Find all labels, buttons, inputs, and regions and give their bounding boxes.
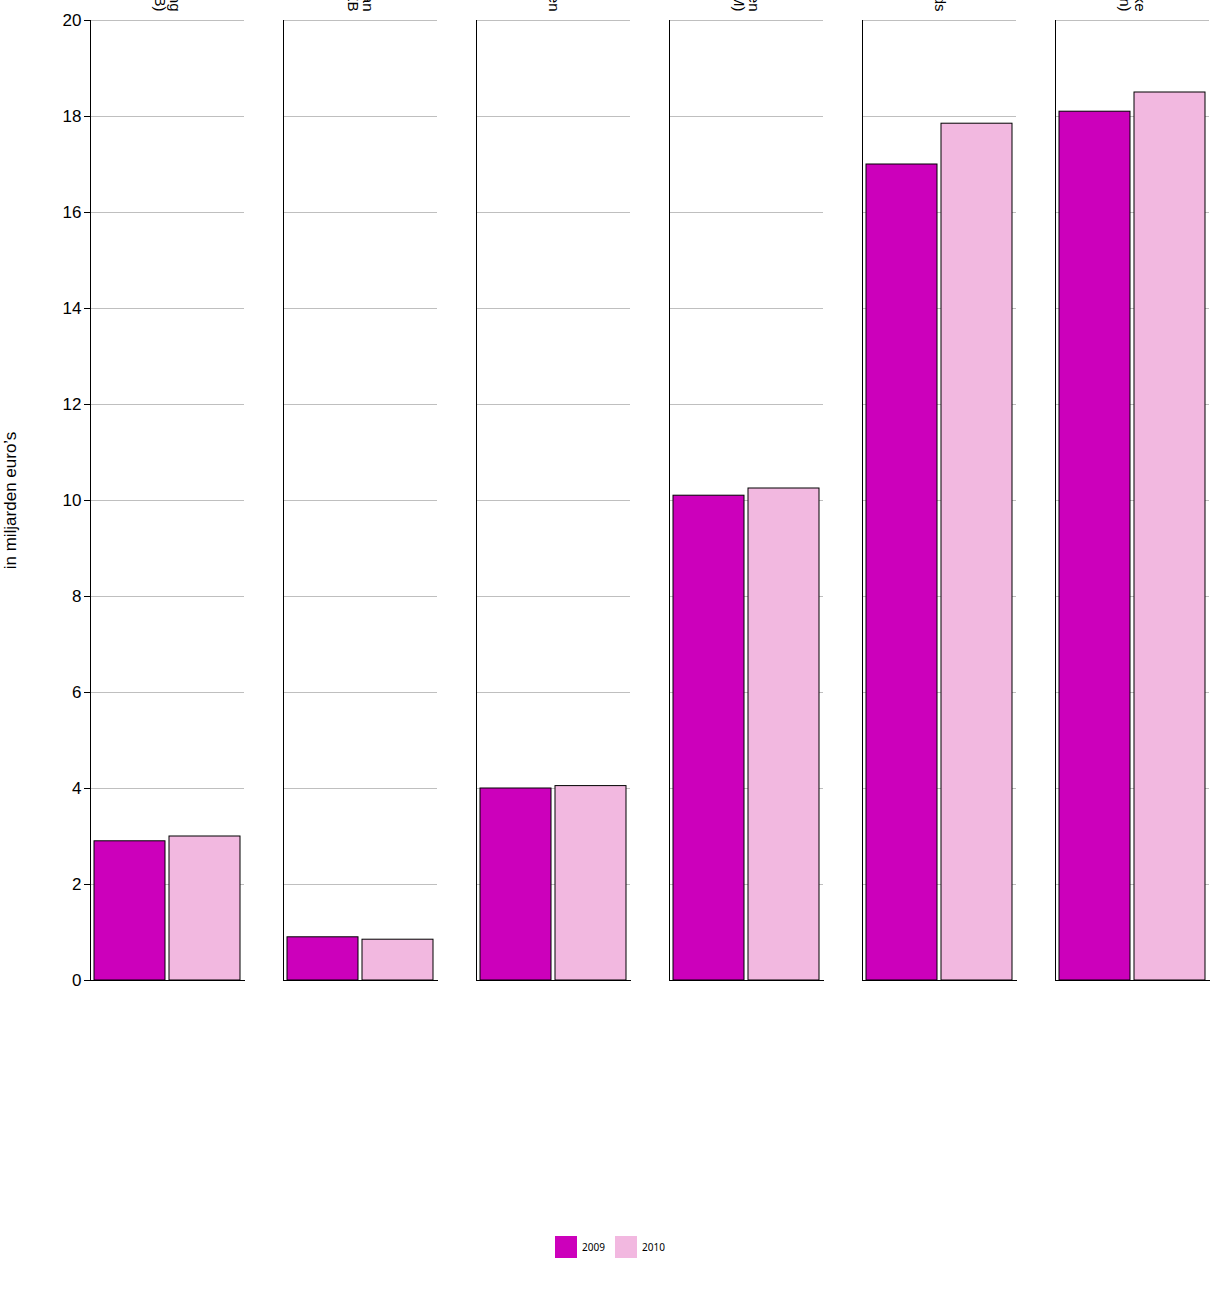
svg-text:Baten uit overige eigenmiddele: Baten uit overige eigenmiddelen (OEM) [731,0,763,12]
svg-text:4: 4 [72,779,81,798]
svg-text:12: 12 [63,395,82,414]
svg-text:in miljarden euro’s: in miljarden euro’s [1,432,20,570]
svg-text:8: 8 [72,587,81,606]
svg-text:Gemeentefonds: Gemeentefonds [932,0,949,12]
svg-text:2: 2 [72,875,81,894]
svg-text:Overig (m.n. specifiekeuitkeri: Overig (m.n. specifiekeuitkeringen) [1117,0,1149,12]
html-text:2010: 2010 [642,1239,665,1254]
svg-text:10: 10 [63,491,82,510]
svg-text:20: 20 [63,11,82,30]
html-text:2009: 2009 [582,1239,605,1254]
svg-text:Onroerendezaakbelasting(OZB): Onroerendezaakbelasting(OZB) [152,0,184,12]
svg-text:6: 6 [72,683,81,702]
svg-text:0: 0 [72,971,81,990]
svg-text:18: 18 [63,107,82,126]
svg-text:andere belastingen danOZB: andere belastingen danOZB [345,0,377,12]
svg-text:16: 16 [63,203,82,222]
svg-text:Rechten & heffingen: Rechten & heffingen [546,0,563,12]
svg-text:14: 14 [63,299,82,318]
